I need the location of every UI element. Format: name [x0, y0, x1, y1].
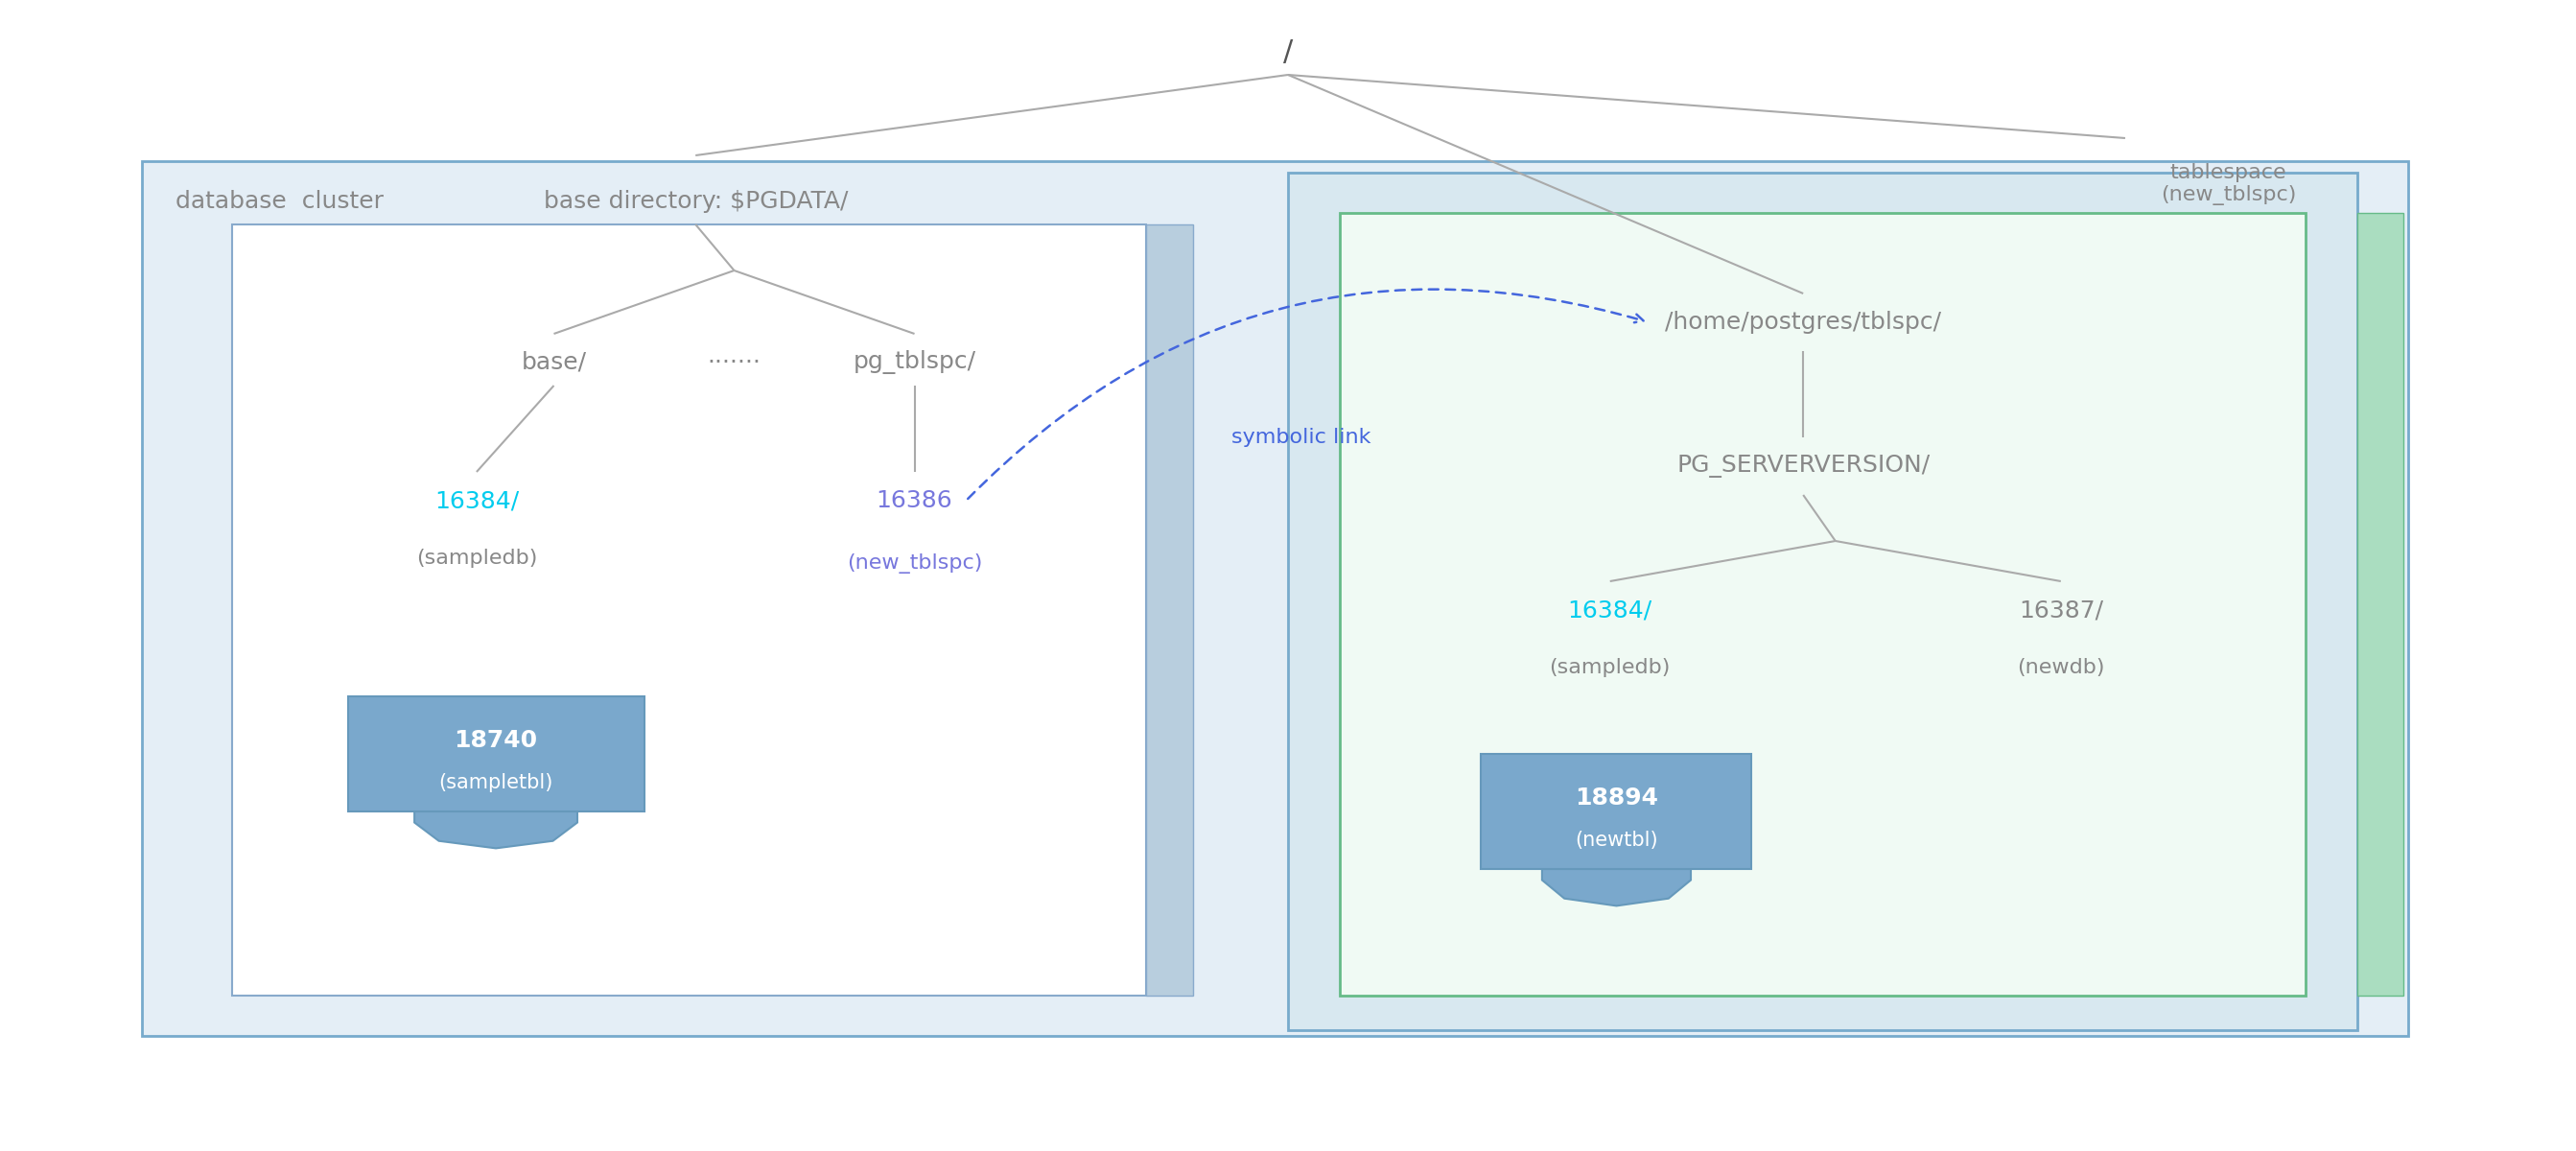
Text: 18894: 18894: [1574, 786, 1659, 809]
Text: 18740: 18740: [453, 729, 538, 752]
Text: PG_SERVERVERSION/: PG_SERVERVERSION/: [1677, 455, 1929, 478]
Text: pg_tblspc/: pg_tblspc/: [853, 351, 976, 374]
Bar: [2357, 213, 2403, 996]
Text: (newdb): (newdb): [2017, 658, 2105, 677]
Bar: [1146, 224, 1193, 996]
Text: (newtbl): (newtbl): [1574, 831, 1659, 849]
Bar: [142, 161, 2409, 1036]
Text: base directory: $PGDATA/: base directory: $PGDATA/: [544, 190, 848, 213]
Bar: [348, 696, 644, 811]
Text: base/: base/: [520, 351, 587, 374]
Bar: [232, 224, 1146, 996]
Text: (sampledb): (sampledb): [1548, 658, 1672, 677]
Text: /home/postgres/tblspc/: /home/postgres/tblspc/: [1664, 311, 1942, 334]
Text: 16384/: 16384/: [1569, 599, 1651, 622]
Text: 16387/: 16387/: [2020, 599, 2102, 622]
Bar: [1340, 213, 2306, 996]
Text: (new_tblspc): (new_tblspc): [848, 554, 981, 574]
Bar: [1481, 754, 1752, 869]
Polygon shape: [415, 811, 577, 848]
Bar: [1288, 173, 2357, 1030]
Text: symbolic link: symbolic link: [1231, 428, 1370, 447]
FancyArrowPatch shape: [969, 289, 1643, 498]
Text: ·······: ·······: [708, 351, 760, 374]
Text: /: /: [1283, 38, 1293, 66]
Text: 16384/: 16384/: [435, 489, 518, 512]
Polygon shape: [1543, 869, 1690, 906]
Text: (sampletbl): (sampletbl): [438, 773, 554, 792]
Text: (sampledb): (sampledb): [415, 549, 538, 567]
Text: database  cluster: database cluster: [175, 190, 384, 213]
Text: 16386: 16386: [876, 489, 953, 512]
Text: tablespace
(new_tblspc): tablespace (new_tblspc): [2161, 163, 2295, 205]
